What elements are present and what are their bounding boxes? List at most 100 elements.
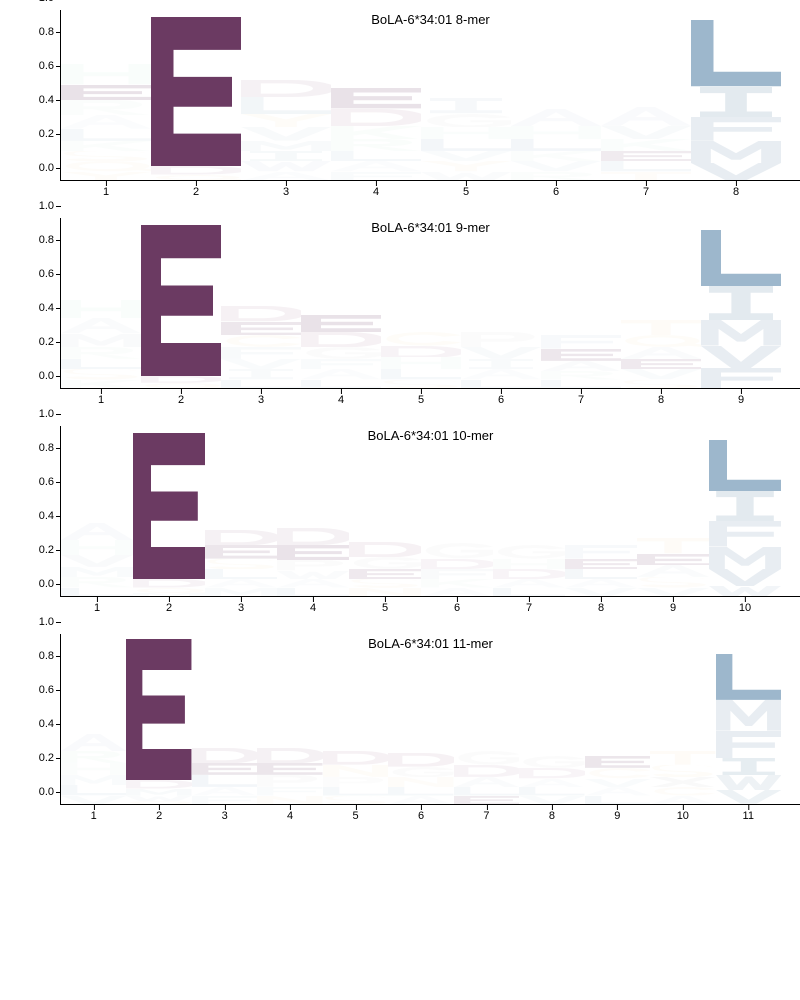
logo-letter <box>205 530 277 545</box>
position-column <box>61 10 151 180</box>
logo-letter <box>61 172 151 181</box>
logo-letter <box>637 538 709 553</box>
x-tick-label: 9 <box>614 810 620 822</box>
logo-letter <box>601 126 691 140</box>
logo-letter <box>621 347 701 359</box>
logo-letter <box>585 768 650 778</box>
position-column <box>331 10 421 180</box>
position-column <box>257 634 322 804</box>
logo-letter <box>621 320 701 335</box>
logo-letter <box>585 787 650 796</box>
logo-letter <box>151 166 241 175</box>
x-tick-label: 4 <box>373 186 379 198</box>
logo-letter <box>331 151 421 161</box>
logo-letter <box>585 796 650 805</box>
y-tick-label: 0.2 <box>19 336 54 348</box>
logo-letter <box>331 88 421 108</box>
x-tick-label: 1 <box>103 186 109 198</box>
logo-letter <box>565 569 637 579</box>
logo-letter <box>61 567 133 577</box>
y-tick-label: 1.0 <box>19 616 54 628</box>
position-column <box>650 634 715 804</box>
position-column <box>621 218 701 388</box>
x-tick-label: 3 <box>258 394 264 406</box>
logo-letter <box>61 334 141 348</box>
logo-letter <box>151 17 241 167</box>
logo-letter <box>241 141 331 151</box>
logo-letter <box>349 542 421 557</box>
x-tick-label: 10 <box>677 810 689 822</box>
position-column <box>701 218 781 388</box>
logo-letter <box>151 175 241 180</box>
logo-letter <box>61 115 151 129</box>
logo-letter <box>61 380 141 389</box>
x-tick-label: 10 <box>739 602 751 614</box>
position-column <box>349 426 421 596</box>
logo-letter <box>205 559 277 569</box>
x-tick-label: 3 <box>238 602 244 614</box>
logo-letter <box>650 765 715 777</box>
logo-letter <box>454 765 519 777</box>
logo-letter <box>221 306 301 321</box>
logo-letter <box>241 172 331 181</box>
y-tick-label: 0.4 <box>19 94 54 106</box>
position-column <box>277 426 349 596</box>
logo-letter <box>61 359 141 369</box>
logo-letter <box>691 20 781 86</box>
logo-letter <box>61 540 133 555</box>
y-tick-label: 0.4 <box>19 718 54 730</box>
logo-letter <box>257 763 322 775</box>
logo-letter <box>381 332 461 346</box>
y-tick-label: 0.0 <box>19 370 54 382</box>
logo-letter <box>381 357 461 369</box>
logo-letter <box>133 433 205 579</box>
x-tick-label: 9 <box>670 602 676 614</box>
logo-letter <box>716 654 781 700</box>
logo-letter <box>709 440 781 491</box>
y-tick-label: 0.4 <box>19 302 54 314</box>
y-tick-label: 1.0 <box>19 0 54 4</box>
logo-letter <box>461 347 541 359</box>
logo-letter <box>221 359 301 369</box>
logo-letter <box>541 380 621 389</box>
y-tick-label: 0.6 <box>19 268 54 280</box>
y-tick-label: 0.4 <box>19 510 54 522</box>
logo-letter <box>565 545 637 559</box>
logo-letter <box>323 796 388 805</box>
logo-letter <box>381 369 461 379</box>
logo-letter <box>461 332 541 347</box>
logo-letter <box>421 98 511 113</box>
logo-letter <box>511 109 601 126</box>
plot-area: BoLA-6*34:01 9-mer0.00.20.40.60.81.01234… <box>60 218 800 389</box>
position-column <box>709 426 781 596</box>
logo-letter <box>126 789 191 796</box>
logo-letter <box>61 577 133 587</box>
logo-letter <box>301 369 381 379</box>
logo-letter <box>192 775 257 787</box>
logo-letter <box>565 579 637 588</box>
logo-letter <box>541 361 621 371</box>
logo-letter <box>61 796 126 805</box>
logo-letter <box>221 335 301 347</box>
logo-letter <box>323 765 388 777</box>
logo-letter <box>701 346 781 368</box>
logo-letter <box>301 347 381 359</box>
logo-letter <box>621 359 701 369</box>
logo-letter <box>133 579 205 588</box>
logo-letter <box>205 588 277 597</box>
position-column <box>493 426 565 596</box>
logo-letter <box>585 779 650 788</box>
position-column <box>637 426 709 596</box>
logo-letter <box>461 359 541 369</box>
sequence-logo-figure: BoLA-6*34:01 8-mer0.00.20.40.60.81.01234… <box>10 10 800 834</box>
logo-letter <box>61 785 126 795</box>
logo-letter <box>61 734 126 751</box>
x-tick-label: 6 <box>454 602 460 614</box>
logo-letter <box>61 100 151 115</box>
y-tick-label: 0.8 <box>19 442 54 454</box>
logo-letter <box>61 523 133 540</box>
logo-letter <box>61 151 151 161</box>
logo-letter <box>541 371 621 380</box>
logo-letter <box>511 139 601 151</box>
logo-letter <box>349 579 421 588</box>
